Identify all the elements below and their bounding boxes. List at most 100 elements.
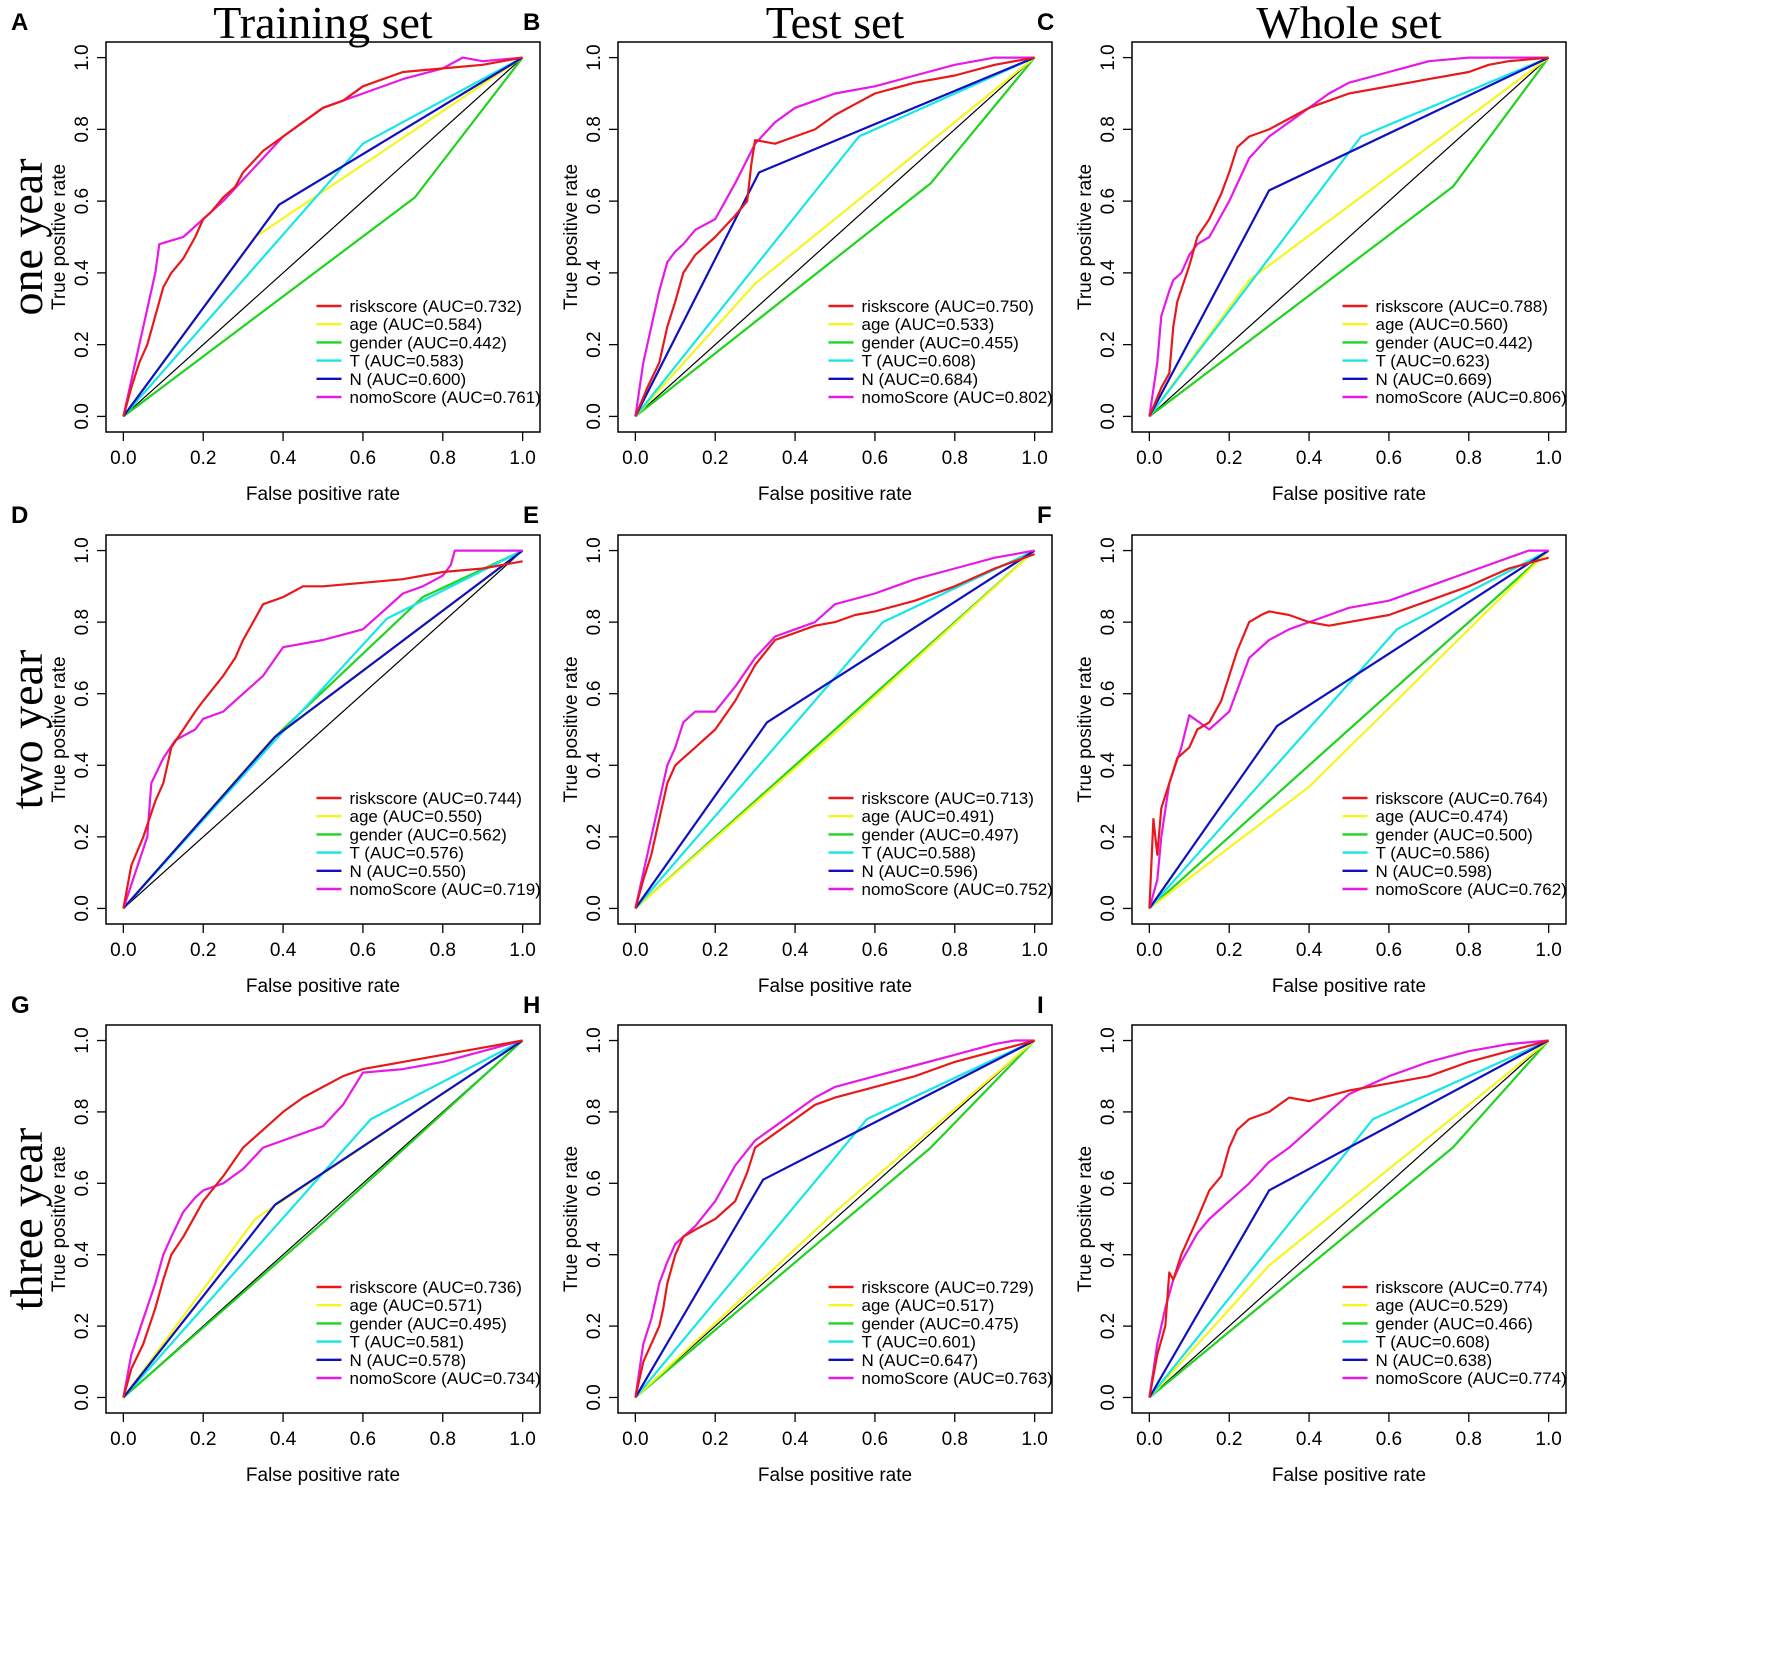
series-line-T: [1148, 1039, 1550, 1399]
legend-label-N: N (AUC=0.669): [1375, 370, 1492, 389]
x-tick-label: 0.8: [942, 1429, 968, 1450]
legend-label-N: N (AUC=0.598): [1375, 862, 1492, 881]
panel-letter: E: [523, 502, 539, 529]
x-axis-label: False positive rate: [246, 484, 400, 505]
y-tick-label: 0.2: [584, 824, 605, 850]
series-line-riskscore: [122, 1039, 523, 1398]
legend-label-riskscore: riskscore (AUC=0.736): [349, 1278, 521, 1297]
x-tick-label: 0.4: [782, 940, 809, 961]
panel-letter: B: [523, 9, 540, 36]
x-tick-label: 1.0: [1021, 448, 1047, 469]
plot-frame: [105, 41, 541, 433]
series-line-T: [1148, 56, 1550, 418]
x-tick-label: 1.0: [1535, 1429, 1561, 1450]
series-line-nomoScore: [122, 56, 523, 417]
y-tick-label: 0.6: [72, 681, 93, 707]
column-title: Whole set: [1256, 0, 1441, 48]
y-tick-label: 0.2: [584, 331, 605, 357]
y-tick-label: 0.2: [72, 1313, 93, 1339]
x-tick-label: 1.0: [1535, 448, 1561, 469]
panel-letter: H: [523, 992, 540, 1019]
y-tick-label: 0.0: [72, 895, 93, 921]
legend-label-T: T (AUC=0.586): [1375, 844, 1489, 863]
y-tick-label: 0.8: [1098, 609, 1119, 635]
legend-label-age: age (AUC=0.491): [861, 807, 994, 826]
legend-label-riskscore: riskscore (AUC=0.732): [349, 297, 521, 316]
series-line-gender: [634, 1039, 1036, 1399]
x-tick-label: 1.0: [509, 448, 535, 469]
y-tick-label: 0.2: [1098, 824, 1119, 850]
legend-label-nomoScore: nomoScore (AUC=0.719): [349, 880, 540, 899]
x-tick-label: 0.2: [190, 1429, 216, 1450]
panel-letter: D: [11, 502, 28, 529]
y-tick-label: 0.2: [584, 1313, 605, 1339]
series-line-T: [634, 56, 1036, 418]
diagonal-reference-line: [1148, 1040, 1550, 1398]
series-line-age: [634, 549, 1036, 910]
x-axis-label: False positive rate: [1272, 1465, 1426, 1486]
x-axis-label: False positive rate: [758, 1465, 912, 1486]
y-tick-label: 0.6: [1098, 681, 1119, 707]
x-tick-label: 0.6: [862, 1429, 888, 1450]
x-tick-label: 0.4: [1296, 448, 1323, 469]
y-tick-label: 1.0: [1098, 1027, 1119, 1053]
series-line-nomoScore: [634, 1039, 1035, 1398]
roc-panel-E: E 0.0 0.0 0.2 0.2 0.4 0.4 0.6 0.6 0.8 0.8 1.0 1.0 Fal…: [523, 502, 1053, 997]
y-tick-label: 0.4: [72, 752, 93, 779]
series-line-gender: [1148, 549, 1550, 910]
row-title: one year: [1, 158, 52, 315]
legend-label-age: age (AUC=0.517): [861, 1296, 994, 1315]
x-tick-label: 0.8: [942, 940, 968, 961]
legend-label-riskscore: riskscore (AUC=0.729): [861, 1278, 1033, 1297]
y-tick-label: 0.8: [584, 1099, 605, 1125]
x-tick-label: 0.2: [1216, 940, 1242, 961]
x-axis-label: False positive rate: [758, 484, 912, 505]
y-tick-label: 1.0: [584, 1027, 605, 1053]
series-line-T: [122, 56, 524, 418]
plot-frame: [105, 534, 541, 925]
x-tick-label: 0.6: [862, 448, 888, 469]
legend-label-nomoScore: nomoScore (AUC=0.802): [861, 388, 1052, 407]
series-line-gender: [122, 56, 524, 418]
y-tick-label: 0.0: [1098, 895, 1119, 921]
series-line-nomoScore: [1148, 56, 1549, 417]
x-tick-label: 0.6: [1376, 940, 1402, 961]
x-tick-label: 0.4: [1296, 1429, 1323, 1450]
legend-label-age: age (AUC=0.550): [349, 807, 482, 826]
y-tick-label: 1.0: [584, 537, 605, 563]
y-axis-label: True positive rate: [1075, 656, 1096, 802]
series-line-riskscore: [122, 560, 523, 909]
y-tick-label: 0.6: [1098, 188, 1119, 214]
x-tick-label: 0.4: [782, 448, 809, 469]
legend-label-riskscore: riskscore (AUC=0.744): [349, 789, 521, 808]
legend-label-N: N (AUC=0.647): [861, 1351, 978, 1370]
x-tick-label: 0.2: [190, 448, 216, 469]
series-line-N: [634, 549, 1036, 910]
legend-label-age: age (AUC=0.560): [1375, 315, 1508, 334]
y-axis-label: True positive rate: [49, 656, 70, 802]
x-tick-label: 0.8: [1456, 448, 1482, 469]
y-tick-label: 0.4: [1098, 1241, 1119, 1268]
x-tick-label: 1.0: [1535, 940, 1561, 961]
legend-label-T: T (AUC=0.588): [861, 844, 975, 863]
legend-label-T: T (AUC=0.576): [349, 844, 463, 863]
x-tick-label: 0.0: [1136, 448, 1162, 469]
x-tick-label: 0.4: [1296, 940, 1323, 961]
column-title: Test set: [766, 0, 905, 48]
x-tick-label: 0.6: [862, 940, 888, 961]
y-tick-label: 0.6: [584, 188, 605, 214]
roc-panel-G: G 0.0 0.0 0.2 0.2 0.4 0.4 0.6 0.6 0.8 0.8 1.0 1.0 Fal…: [11, 992, 541, 1486]
legend-label-riskscore: riskscore (AUC=0.764): [1375, 789, 1547, 808]
roc-panel-I: I 0.0 0.0 0.2 0.2 0.4 0.4 0.6 0.6 0.8 0.8 1.0 1.0 Fal…: [1037, 992, 1567, 1486]
x-tick-label: 0.6: [350, 448, 376, 469]
x-tick-label: 1.0: [1021, 940, 1047, 961]
diagonal-reference-line: [634, 57, 1036, 417]
series-line-N: [1148, 549, 1550, 910]
series-line-gender: [634, 56, 1036, 418]
series-line-nomoScore: [122, 549, 523, 909]
y-tick-label: 0.2: [1098, 331, 1119, 357]
series-line-nomoScore: [634, 56, 1035, 417]
x-tick-label: 0.4: [270, 448, 297, 469]
legend-label-T: T (AUC=0.623): [1375, 352, 1489, 371]
